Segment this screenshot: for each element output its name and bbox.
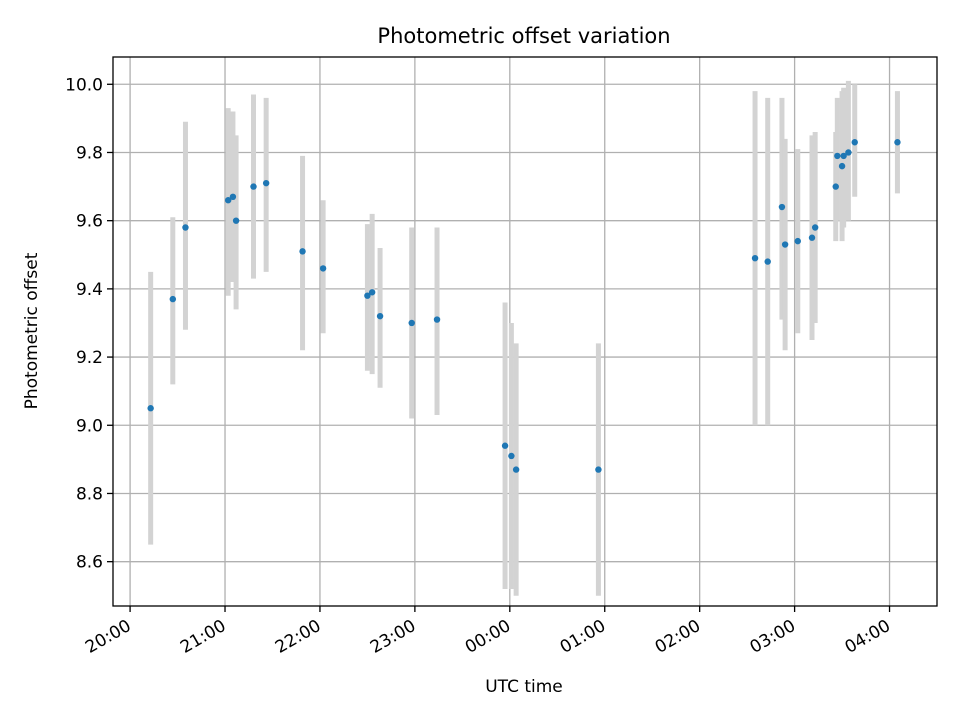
y-tick-label: 9.8	[76, 143, 103, 163]
data-point	[808, 234, 816, 241]
data-point	[845, 149, 852, 156]
data-point	[262, 179, 270, 187]
data-point	[794, 237, 801, 245]
data-point	[838, 162, 846, 170]
data-point	[319, 265, 327, 272]
plot-area-frame	[112, 56, 938, 607]
y-tick-label: 8.6	[76, 553, 103, 573]
data-point	[169, 295, 177, 303]
data-point	[778, 203, 786, 211]
x-axis-label: UTC time	[485, 677, 563, 697]
data-point	[232, 217, 240, 224]
data-point	[364, 292, 371, 299]
data-point	[376, 312, 384, 320]
data-point	[229, 193, 237, 201]
data-point	[224, 197, 232, 204]
data-point	[811, 224, 819, 231]
data-point	[250, 183, 257, 190]
data-point	[182, 224, 189, 231]
data-point	[894, 139, 901, 146]
data-point	[501, 442, 509, 449]
y-tick-label: 9.2	[76, 348, 103, 368]
data-point	[764, 258, 771, 265]
data-point	[512, 466, 520, 473]
data-point	[832, 183, 839, 190]
data-point	[751, 254, 759, 262]
data-point	[781, 241, 789, 248]
data-point	[408, 319, 415, 327]
data-point	[147, 405, 154, 412]
data-point	[368, 289, 376, 296]
data-point	[840, 152, 847, 160]
y-axis-label: Photometric offset	[22, 252, 42, 409]
y-tick-label: 9.0	[76, 416, 103, 436]
y-tick-label: 9.6	[76, 212, 103, 232]
chart-title: Photometric offset variation	[377, 24, 670, 48]
data-point	[851, 139, 858, 146]
y-tick-label: 9.4	[76, 280, 103, 300]
data-point	[595, 466, 602, 473]
data-point	[834, 152, 841, 160]
y-tick-label: 8.8	[76, 484, 103, 504]
y-tick-label: 10.0	[65, 75, 103, 95]
data-points	[147, 139, 901, 473]
data-point	[433, 316, 441, 323]
data-point	[508, 452, 515, 460]
data-point	[299, 248, 306, 255]
